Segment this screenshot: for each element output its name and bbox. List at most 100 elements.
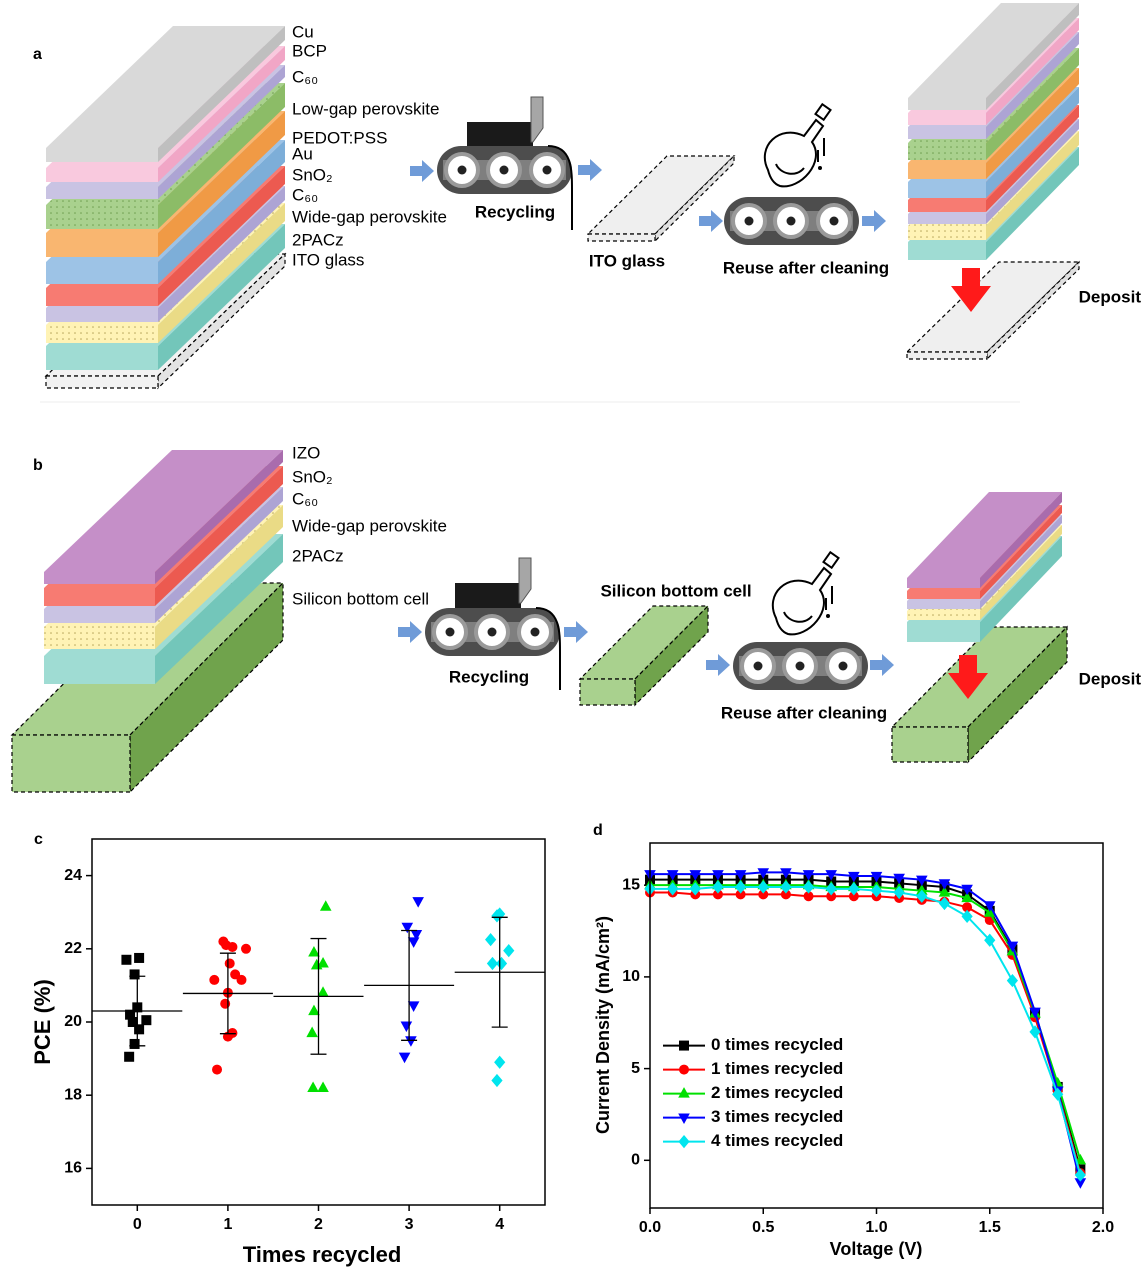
slab-face (46, 325, 158, 343)
layer-label: IZO (292, 443, 320, 462)
marker (712, 870, 724, 881)
plot-frame (649, 842, 1104, 1209)
conveyor (722, 195, 861, 247)
y-axis-label: Current Density (mA/cm²) (593, 916, 613, 1134)
marker (689, 882, 701, 896)
marker (308, 1004, 320, 1016)
slab-face (158, 224, 285, 370)
step-label: Deposit (1079, 669, 1142, 688)
slab-face (907, 578, 980, 588)
marker (1074, 1153, 1087, 1165)
layer-label: Cu (292, 22, 314, 41)
flow-arrow (578, 159, 602, 181)
slab-face (980, 505, 1062, 599)
marker (212, 1064, 223, 1075)
x-tick-label: 1 (223, 1216, 232, 1233)
marker (802, 880, 815, 894)
marker (230, 969, 241, 980)
marker (938, 879, 951, 890)
step-label: Silicon bottom cell (600, 581, 751, 600)
marker (1052, 1087, 1064, 1101)
y-tick-label: 22 (64, 940, 82, 957)
x-tick-label: 0 (133, 1216, 142, 1233)
panel-label: b (33, 457, 43, 474)
marker (916, 875, 928, 887)
slab-face (986, 68, 1079, 179)
panel-label: c (34, 831, 43, 848)
y-tick-label: 20 (64, 1013, 82, 1030)
layer-label: 2PACz (292, 546, 344, 565)
slab-face (908, 182, 986, 198)
slab-face (45, 375, 159, 389)
marker (1029, 1007, 1041, 1019)
slab-face (908, 163, 986, 179)
slab-face (980, 515, 1062, 609)
marker (495, 956, 508, 971)
legend-marker (678, 1087, 690, 1098)
y-tick-label: 16 (64, 1160, 82, 1177)
slab-face (158, 26, 285, 162)
step-label: Deposit (1079, 287, 1142, 306)
slab-face (986, 18, 1079, 125)
marker (407, 937, 420, 948)
slab-face (908, 98, 986, 110)
flow-arrow (699, 210, 723, 232)
marker (224, 958, 235, 969)
marker (491, 1073, 503, 1088)
layer-label: BCP (292, 41, 327, 60)
slab-face (46, 26, 285, 148)
marker (491, 909, 503, 923)
marker (134, 1024, 145, 1035)
marker (870, 884, 883, 898)
layer-label: ITO glass (292, 250, 364, 269)
marker (938, 896, 951, 911)
marker (870, 871, 883, 883)
marker (124, 1051, 135, 1062)
x-axis-label: Times recycled (243, 1242, 402, 1267)
slab-face (891, 726, 969, 763)
slab-face (986, 119, 1079, 224)
marker (1029, 1025, 1041, 1039)
flow-arrow (870, 654, 894, 676)
legend-marker (679, 1040, 689, 1051)
layer-label: SnO₂ (292, 165, 333, 184)
conveyor (731, 640, 870, 692)
flow-arrow (706, 654, 730, 676)
slab-face (44, 588, 155, 606)
slab-face (986, 48, 1079, 160)
marker (734, 870, 747, 881)
marker (494, 1055, 506, 1069)
conveyor (435, 144, 574, 196)
marker (209, 974, 220, 985)
slab-face (46, 205, 158, 229)
step-label: Recycling (475, 202, 555, 221)
slab-face (908, 242, 986, 260)
slab-face (46, 148, 158, 162)
slab-face (980, 536, 1062, 642)
panel-label: d (593, 822, 603, 839)
slab-face (986, 131, 1079, 240)
layer-label: Low-gap perovskite (292, 99, 439, 118)
slab-face (44, 450, 283, 572)
slab-face (155, 450, 283, 584)
slab-face (908, 143, 986, 160)
marker (129, 969, 140, 980)
machine-box (455, 583, 521, 608)
marker (1074, 1168, 1086, 1182)
slab-face (158, 166, 285, 306)
plot-frame (91, 838, 546, 1206)
marker (1006, 973, 1019, 988)
slab-face (158, 186, 285, 322)
marker (825, 882, 837, 896)
marker (241, 943, 252, 954)
layer-label: 2PACz (292, 230, 344, 249)
marker (667, 882, 679, 896)
marker (780, 880, 792, 894)
layer-label: Wide-gap perovskite (292, 516, 447, 535)
layer-label: SnO₂ (292, 467, 333, 486)
y-tick-label: 18 (64, 1086, 82, 1103)
belt-line (535, 607, 561, 690)
marker (984, 933, 996, 947)
slab-face (986, 105, 1079, 212)
